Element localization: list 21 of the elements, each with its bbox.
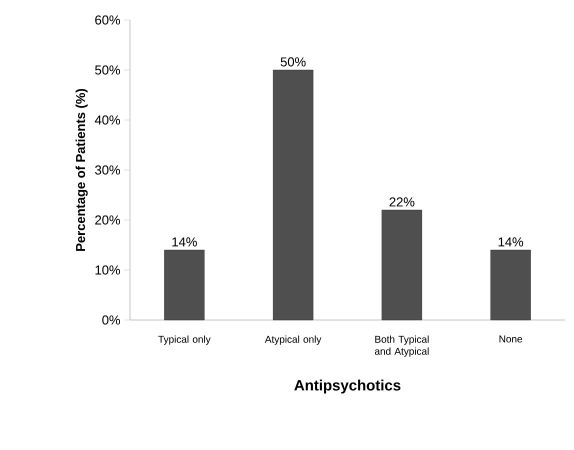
x-axis-title: Antipsychotics (294, 380, 400, 394)
bar (272, 70, 314, 320)
y-tick-label: 60% (95, 15, 120, 25)
y-tick-label: 50% (95, 65, 120, 75)
y-tick-label: 30% (95, 165, 120, 175)
x-tick-label: Both Typical and Atypical (374, 336, 429, 357)
data-label: 14% (172, 237, 197, 246)
y-tick-label: 40% (94, 115, 120, 125)
data-label: 22% (390, 197, 414, 206)
y-tick-label: 20% (95, 215, 120, 225)
bar (490, 250, 531, 320)
data-label: 50% (280, 57, 306, 66)
y-tick-label: 10% (96, 265, 120, 275)
x-tick-label: Typical only (158, 336, 211, 345)
x-tick-label: Atypical only (264, 336, 322, 345)
bar (382, 210, 422, 320)
bar (164, 250, 205, 320)
y-tick-label: 0% (102, 315, 120, 325)
y-axis-title: Percentage of Patients (%) (76, 88, 88, 251)
data-label: 14% (498, 237, 524, 246)
x-tick-label: None (500, 336, 522, 342)
